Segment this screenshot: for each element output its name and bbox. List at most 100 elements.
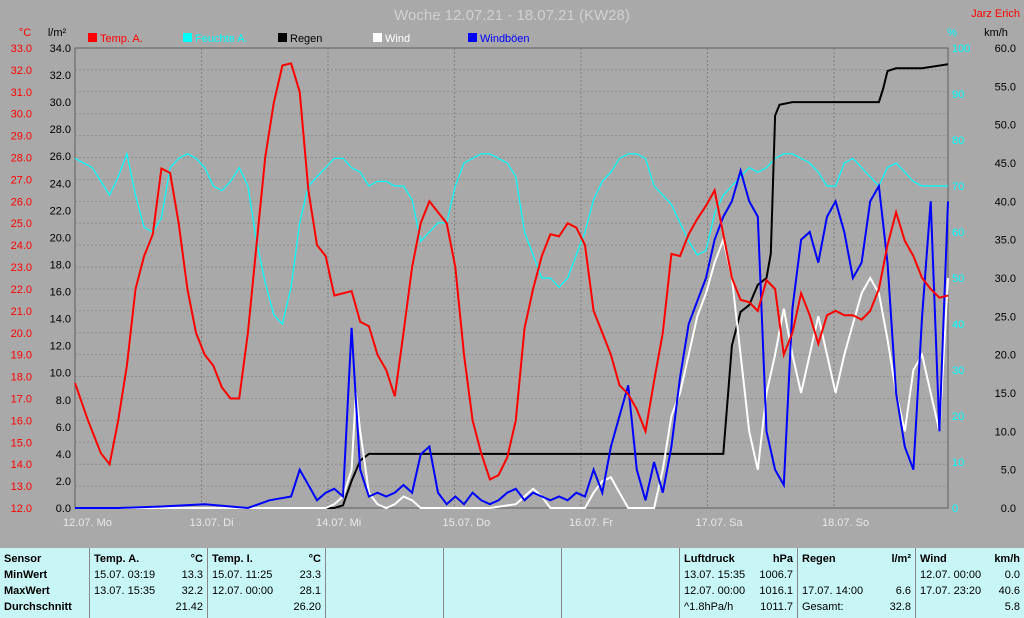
wind-axis-tick: 35.0	[995, 235, 1016, 247]
humidity-axis-tick: 10	[952, 457, 964, 469]
temp-axis-tick: 28.0	[11, 153, 32, 165]
temp-i-min-value: 23.3	[299, 569, 321, 581]
humidity-axis-tick: 20	[952, 411, 964, 423]
temp-axis-tick: 32.0	[11, 65, 32, 77]
pressure-trend-value: 1011.7	[760, 601, 793, 613]
x-tick: 16.07. Fr	[569, 517, 613, 529]
temp-a-column: Temp. A. °C 15.07. 03:19 13.3 13.07. 15:35…	[89, 548, 207, 618]
wind-avg: 5.8	[1004, 601, 1020, 613]
pressure-min-value: 1006.7	[759, 569, 793, 581]
temp-i-max-value: 28.1	[299, 585, 321, 597]
rain-column: Regen l/m² 17.07. 14:00 6.6 Gesamt: 32.8	[797, 548, 915, 618]
wind-max-time: 17.07. 23:20	[920, 585, 982, 597]
humidity-axis-tick: 40	[952, 319, 964, 331]
rain-axis-tick: 26.0	[50, 151, 71, 163]
chart-axes: °C l/m²% km/h 12.07. Mo 13.07. Di 14.07. Mi 15…	[11, 27, 1016, 529]
wind-axis-tick: 50.0	[995, 120, 1016, 132]
x-tick: 17.07. Sa	[696, 517, 744, 529]
temp-axis-tick: 26.0	[11, 196, 32, 208]
humidity-axis-tick: 0	[952, 503, 958, 515]
empty-column-3	[561, 548, 679, 618]
temp-a-unit: °C	[190, 553, 203, 565]
temp-axis-tick: 17.0	[11, 393, 32, 405]
temp-axis-tick: 23.0	[11, 262, 32, 274]
temp-axis-tick: 29.0	[11, 131, 32, 143]
humidity-axis-tick: 60	[952, 227, 964, 239]
chart-title: Woche 12.07.21 - 18.07.21 (KW28)	[394, 7, 630, 24]
sensor-header: Sensor	[4, 553, 42, 565]
wind-unit: km/h	[994, 553, 1020, 565]
legend-label: Temp. A.	[100, 33, 143, 45]
temp-a-avg: 21.42	[175, 601, 203, 613]
wind-axis-tick: 15.0	[995, 388, 1016, 400]
humidity-axis-tick: 100	[952, 43, 970, 55]
rain-axis-tick: 12.0	[50, 341, 71, 353]
rain-max-value: 6.6	[895, 585, 911, 597]
wind-axis-tick: 30.0	[995, 273, 1016, 285]
avg-label: Durchschnitt	[4, 601, 72, 613]
rain-axis-tick: 14.0	[50, 314, 71, 326]
humidity-axis-tick: 30	[952, 365, 964, 377]
rain-axis-tick: 32.0	[50, 70, 71, 82]
wind-axis-tick: 60.0	[995, 43, 1016, 55]
temp-i-min-time: 15.07. 11:25	[212, 569, 273, 581]
max-label: MaxWert	[4, 585, 50, 597]
rain-axis-tick: 16.0	[50, 287, 71, 299]
wind-axis-tick: 40.0	[995, 196, 1016, 208]
pressure-min-time: 13.07. 15:35	[684, 569, 746, 581]
pressure-max-value: 1016.1	[759, 585, 793, 597]
chart-series	[74, 62, 949, 510]
x-tick: 18.07. So	[822, 517, 869, 529]
legend-swatch	[88, 33, 97, 42]
temp-a-max-value: 32.2	[181, 585, 203, 597]
humidity-axis-tick: 70	[952, 181, 964, 193]
wind-axis-tick: 55.0	[995, 81, 1016, 93]
temp-axis-tick: 12.0	[11, 503, 32, 515]
temp-a-min-value: 13.3	[181, 569, 203, 581]
legend-swatch	[183, 33, 192, 42]
temp-axis-tick: 31.0	[11, 87, 32, 99]
humidity-unit-label: %	[947, 27, 957, 39]
rain-total-label: Gesamt:	[802, 601, 844, 613]
humidity-axis-tick: 80	[952, 135, 964, 147]
temp-axis-tick: 24.0	[11, 240, 32, 252]
temp-i-max-time: 12.07. 00:00	[212, 585, 274, 597]
temp-axis-tick: 14.0	[11, 459, 32, 471]
x-tick: 15.07. Do	[443, 517, 491, 529]
weather-chart: Woche 12.07.21 - 18.07.21 (KW28) Jarz Er…	[11, 7, 1020, 529]
pressure-max-time: 12.07. 00:00	[684, 585, 746, 597]
author-label: Jarz Erich	[971, 8, 1020, 20]
rain-axis-tick: 6.0	[56, 422, 71, 434]
temp-a-header: Temp. A.	[94, 553, 140, 565]
temp-axis-tick: 15.0	[11, 437, 32, 449]
temp-axis-tick: 16.0	[11, 415, 32, 427]
temp-axis-tick: 13.0	[11, 481, 32, 493]
humidity-axis-tick: 50	[952, 273, 964, 285]
rain-axis-tick: 34.0	[50, 43, 71, 55]
rain-axis-tick: 4.0	[56, 449, 71, 461]
rain-axis-tick: 22.0	[50, 205, 71, 217]
rain-axis-tick: 10.0	[50, 368, 71, 380]
legend-swatch	[373, 33, 382, 42]
wind-max-value: 40.6	[998, 585, 1020, 597]
wind-unit-label: km/h	[984, 27, 1008, 39]
rain-axis-tick: 20.0	[50, 232, 71, 244]
rain-axis-tick: 28.0	[50, 124, 71, 136]
rain-axis-tick: 18.0	[50, 259, 71, 271]
wind-min-value: 0.0	[1004, 569, 1020, 581]
rain-line	[75, 63, 949, 509]
rain-unit-label: l/m²	[48, 27, 67, 39]
wind-line	[75, 236, 949, 510]
temp-axis-tick: 18.0	[11, 372, 32, 384]
temp-axis-tick: 21.0	[11, 306, 32, 318]
empty-column-1	[325, 548, 443, 618]
temp-axis-tick: 19.0	[11, 350, 32, 362]
gust-line	[75, 167, 949, 510]
legend-label: Windböen	[480, 33, 530, 45]
temp-unit-label: °C	[19, 27, 31, 39]
humidity-axis-tick: 90	[952, 89, 964, 101]
x-tick: 14.07. Mi	[316, 517, 361, 529]
temp-axis-tick: 27.0	[11, 174, 32, 186]
temp-i-unit: °C	[308, 553, 321, 565]
temp-i-avg: 26.20	[293, 601, 321, 613]
